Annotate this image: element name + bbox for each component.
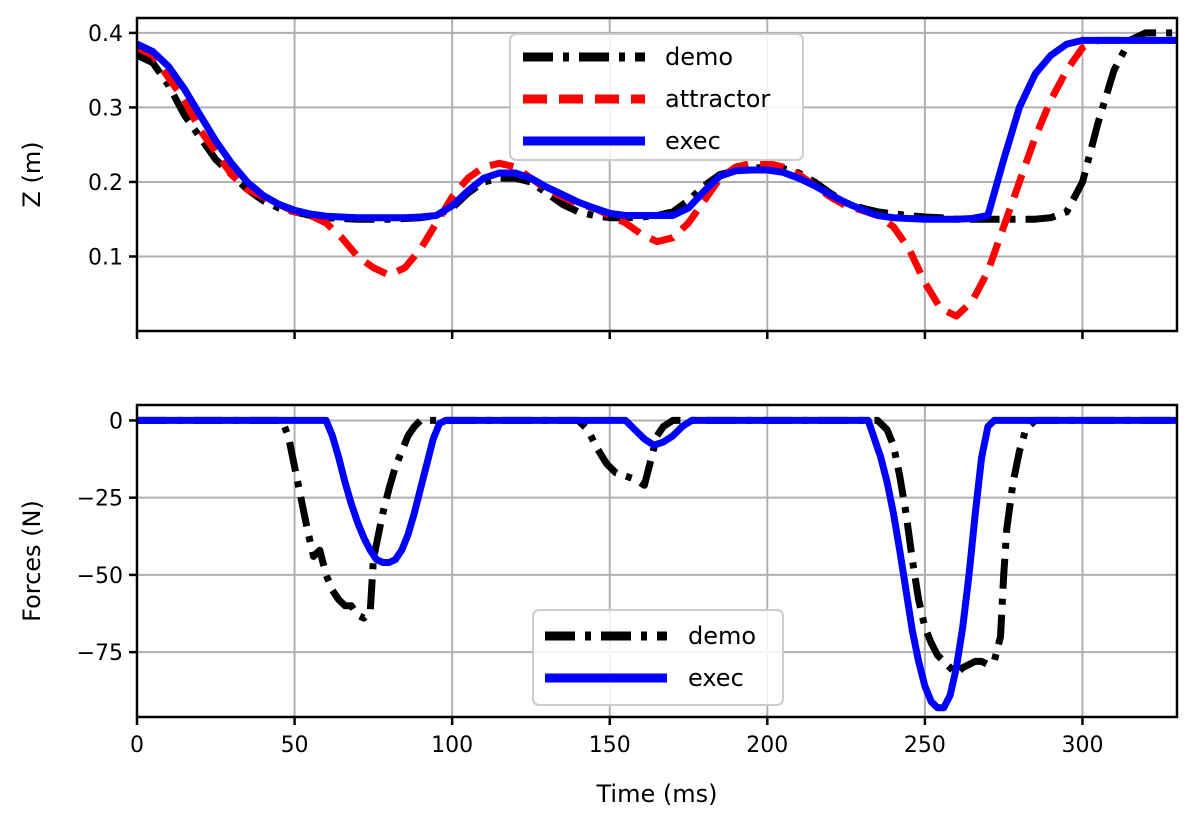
y-tick-label: 0.2 (88, 171, 123, 196)
y-tick-label: 0.4 (88, 22, 123, 47)
y-axis-label: Z (m) (18, 141, 46, 207)
y-tick-label: 0 (109, 409, 123, 434)
legend-label-demo: demo (665, 43, 733, 71)
series-group (137, 416, 1177, 712)
y-tick-label: −50 (77, 564, 123, 589)
series-group (137, 29, 1177, 320)
x-tick-label: 250 (904, 733, 946, 758)
legend-label-exec: exec (665, 127, 721, 155)
y-tick-label: −25 (77, 487, 123, 512)
y-tick-label: −75 (77, 641, 123, 666)
legend-label-attractor: attractor (665, 85, 770, 113)
y-tick-label: 0.3 (88, 96, 123, 121)
series-line-demo (137, 416, 1177, 678)
y-tick-label: 0.1 (88, 245, 123, 270)
x-tick-label: 50 (281, 733, 309, 758)
grid (136, 18, 1177, 331)
x-tick-label: 100 (431, 733, 473, 758)
legend-label-demo: demo (688, 622, 756, 650)
plot-frame (135, 403, 1179, 719)
x-axis-label: Time (ms) (596, 780, 718, 808)
x-tick-label: 0 (130, 733, 144, 758)
legend: demo attractor exec (509, 33, 804, 161)
legend-label-exec: exec (688, 664, 744, 692)
legend: demo exec (532, 609, 784, 706)
x-tick-label: 300 (1061, 733, 1103, 758)
z-panel: 0.1 0.2 0.3 0.4 Z (m) demo attractor exec (18, 16, 1179, 339)
series-line-exec (137, 36, 1177, 223)
plot-frame (135, 16, 1179, 333)
forces-panel: 0 50 100 150 200 250 300 0 −25 −50 −75 Forces (N) Ti… (18, 403, 1179, 808)
series-line-attractor (137, 36, 1177, 320)
legend-box (509, 33, 804, 161)
x-tick-label: 150 (589, 733, 631, 758)
x-tick-label: 200 (746, 733, 788, 758)
y-axis-label: Forces (N) (18, 500, 46, 622)
series-line-exec (137, 416, 1177, 712)
